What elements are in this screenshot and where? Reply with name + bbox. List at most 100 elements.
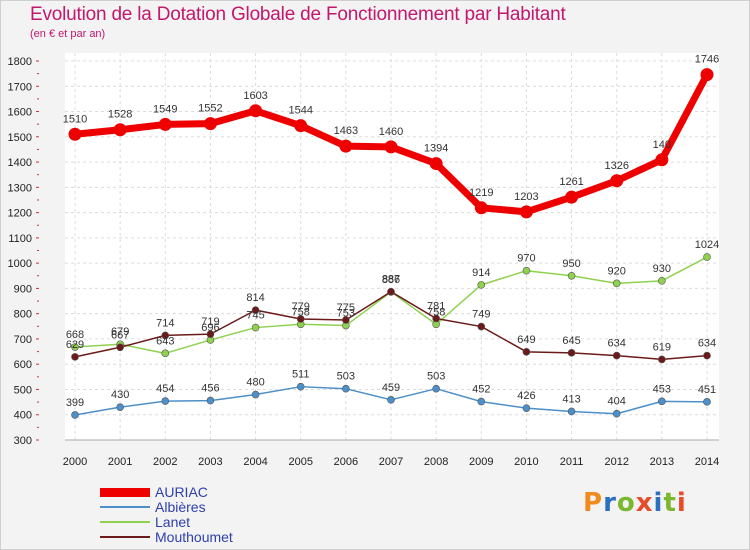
data-label: 758: [292, 306, 310, 318]
y-tick-label: 1100: [8, 233, 32, 245]
data-label: 511: [292, 369, 310, 381]
data-point: [658, 355, 666, 364]
data-point: [342, 384, 350, 393]
x-tick-label: 2008: [424, 456, 448, 468]
data-point: [203, 117, 217, 131]
data-label: 1024: [695, 239, 719, 251]
plot-area: [65, 53, 719, 440]
data-label: 779: [292, 301, 310, 313]
data-point: [116, 343, 124, 352]
legend-swatch: [100, 536, 150, 538]
data-label: 634: [608, 338, 626, 350]
logo-letter: P: [583, 488, 604, 518]
data-label: 886: [382, 274, 400, 286]
data-label: 679: [111, 326, 129, 338]
y-tick-label: 1500: [8, 132, 32, 144]
logo-letter: t: [663, 488, 677, 518]
data-label: 667: [111, 329, 129, 341]
y-tick-label: 500: [14, 384, 32, 396]
data-label: 781: [427, 300, 445, 312]
data-label: 629: [66, 339, 84, 351]
data-point: [700, 68, 714, 82]
data-label: 413: [562, 393, 580, 405]
data-point: [703, 253, 711, 261]
data-point: [703, 351, 711, 360]
data-label: 459: [382, 382, 400, 394]
data-label: 914: [472, 267, 490, 279]
data-label: 1203: [514, 191, 538, 203]
proxiti-logo: Proxiti: [583, 488, 687, 518]
data-point: [658, 397, 666, 406]
data-label: 714: [156, 317, 174, 329]
data-label: 970: [517, 253, 535, 265]
data-point: [206, 330, 215, 338]
data-point: [71, 411, 79, 419]
x-tick-label: 2009: [469, 456, 493, 468]
data-label: 1746: [695, 54, 719, 66]
data-point: [161, 397, 170, 405]
x-tick-label: 2006: [334, 456, 358, 468]
data-label: 749: [472, 309, 490, 321]
data-point: [296, 382, 305, 391]
data-point: [477, 322, 486, 331]
data-point: [387, 287, 395, 296]
data-point: [612, 351, 621, 360]
data-label: 887: [382, 274, 400, 286]
data-point: [251, 306, 260, 314]
y-tick-label: 1400: [8, 157, 32, 169]
data-point: [158, 117, 172, 131]
data-point: [612, 409, 621, 418]
data-point: [703, 398, 711, 406]
data-label: 453: [653, 383, 671, 395]
data-point: [477, 281, 486, 289]
legend-swatch: [100, 521, 150, 523]
x-tick-label: 2003: [198, 456, 222, 468]
chart-title: Evolution de la Dotation Globale de Fonc…: [30, 4, 566, 25]
y-tick-label: 1000: [8, 258, 32, 270]
data-point: [71, 343, 79, 351]
x-tick-label: 2001: [108, 456, 132, 468]
x-tick-label: 2005: [288, 456, 312, 468]
data-label: 426: [517, 390, 535, 402]
data-label: 645: [562, 335, 580, 347]
y-tick-label: 600: [14, 359, 32, 371]
data-point: [342, 316, 350, 324]
data-label: 1549: [153, 103, 177, 115]
data-label: 140: [653, 139, 671, 151]
data-point: [161, 331, 170, 340]
legend-label: Mouthoumet: [155, 529, 233, 545]
y-tick-label: 1600: [8, 107, 32, 119]
data-label: 643: [156, 335, 174, 347]
y-tick-label: 900: [14, 283, 32, 295]
data-point: [339, 139, 353, 153]
legend-label: Lanet: [155, 514, 191, 530]
data-label: 619: [653, 341, 671, 353]
legend-swatch: [100, 487, 150, 497]
data-label: 753: [337, 308, 355, 320]
data-label: 1326: [604, 160, 628, 172]
data-label: 775: [337, 302, 355, 314]
data-point: [251, 390, 260, 399]
data-point: [71, 353, 79, 361]
data-point: [251, 323, 260, 332]
data-label: 1544: [288, 105, 312, 117]
data-label: 1261: [559, 176, 583, 188]
data-label: 456: [201, 383, 219, 395]
data-point: [477, 397, 486, 406]
legend-label: AURIAC: [155, 484, 208, 500]
data-point: [296, 315, 305, 323]
x-tick-label: 2007: [379, 456, 403, 468]
data-point: [522, 348, 531, 356]
y-tick-label: 400: [14, 410, 32, 422]
data-label: 1603: [243, 90, 267, 102]
data-label: 1219: [469, 187, 493, 199]
data-point: [206, 396, 215, 405]
data-label: 1552: [198, 103, 222, 115]
y-tick-label: 1700: [8, 81, 32, 93]
data-label: 1510: [63, 113, 87, 125]
y-tick-label: 800: [14, 309, 32, 321]
data-label: 668: [66, 329, 84, 341]
data-point: [384, 140, 398, 154]
data-point: [294, 119, 308, 133]
